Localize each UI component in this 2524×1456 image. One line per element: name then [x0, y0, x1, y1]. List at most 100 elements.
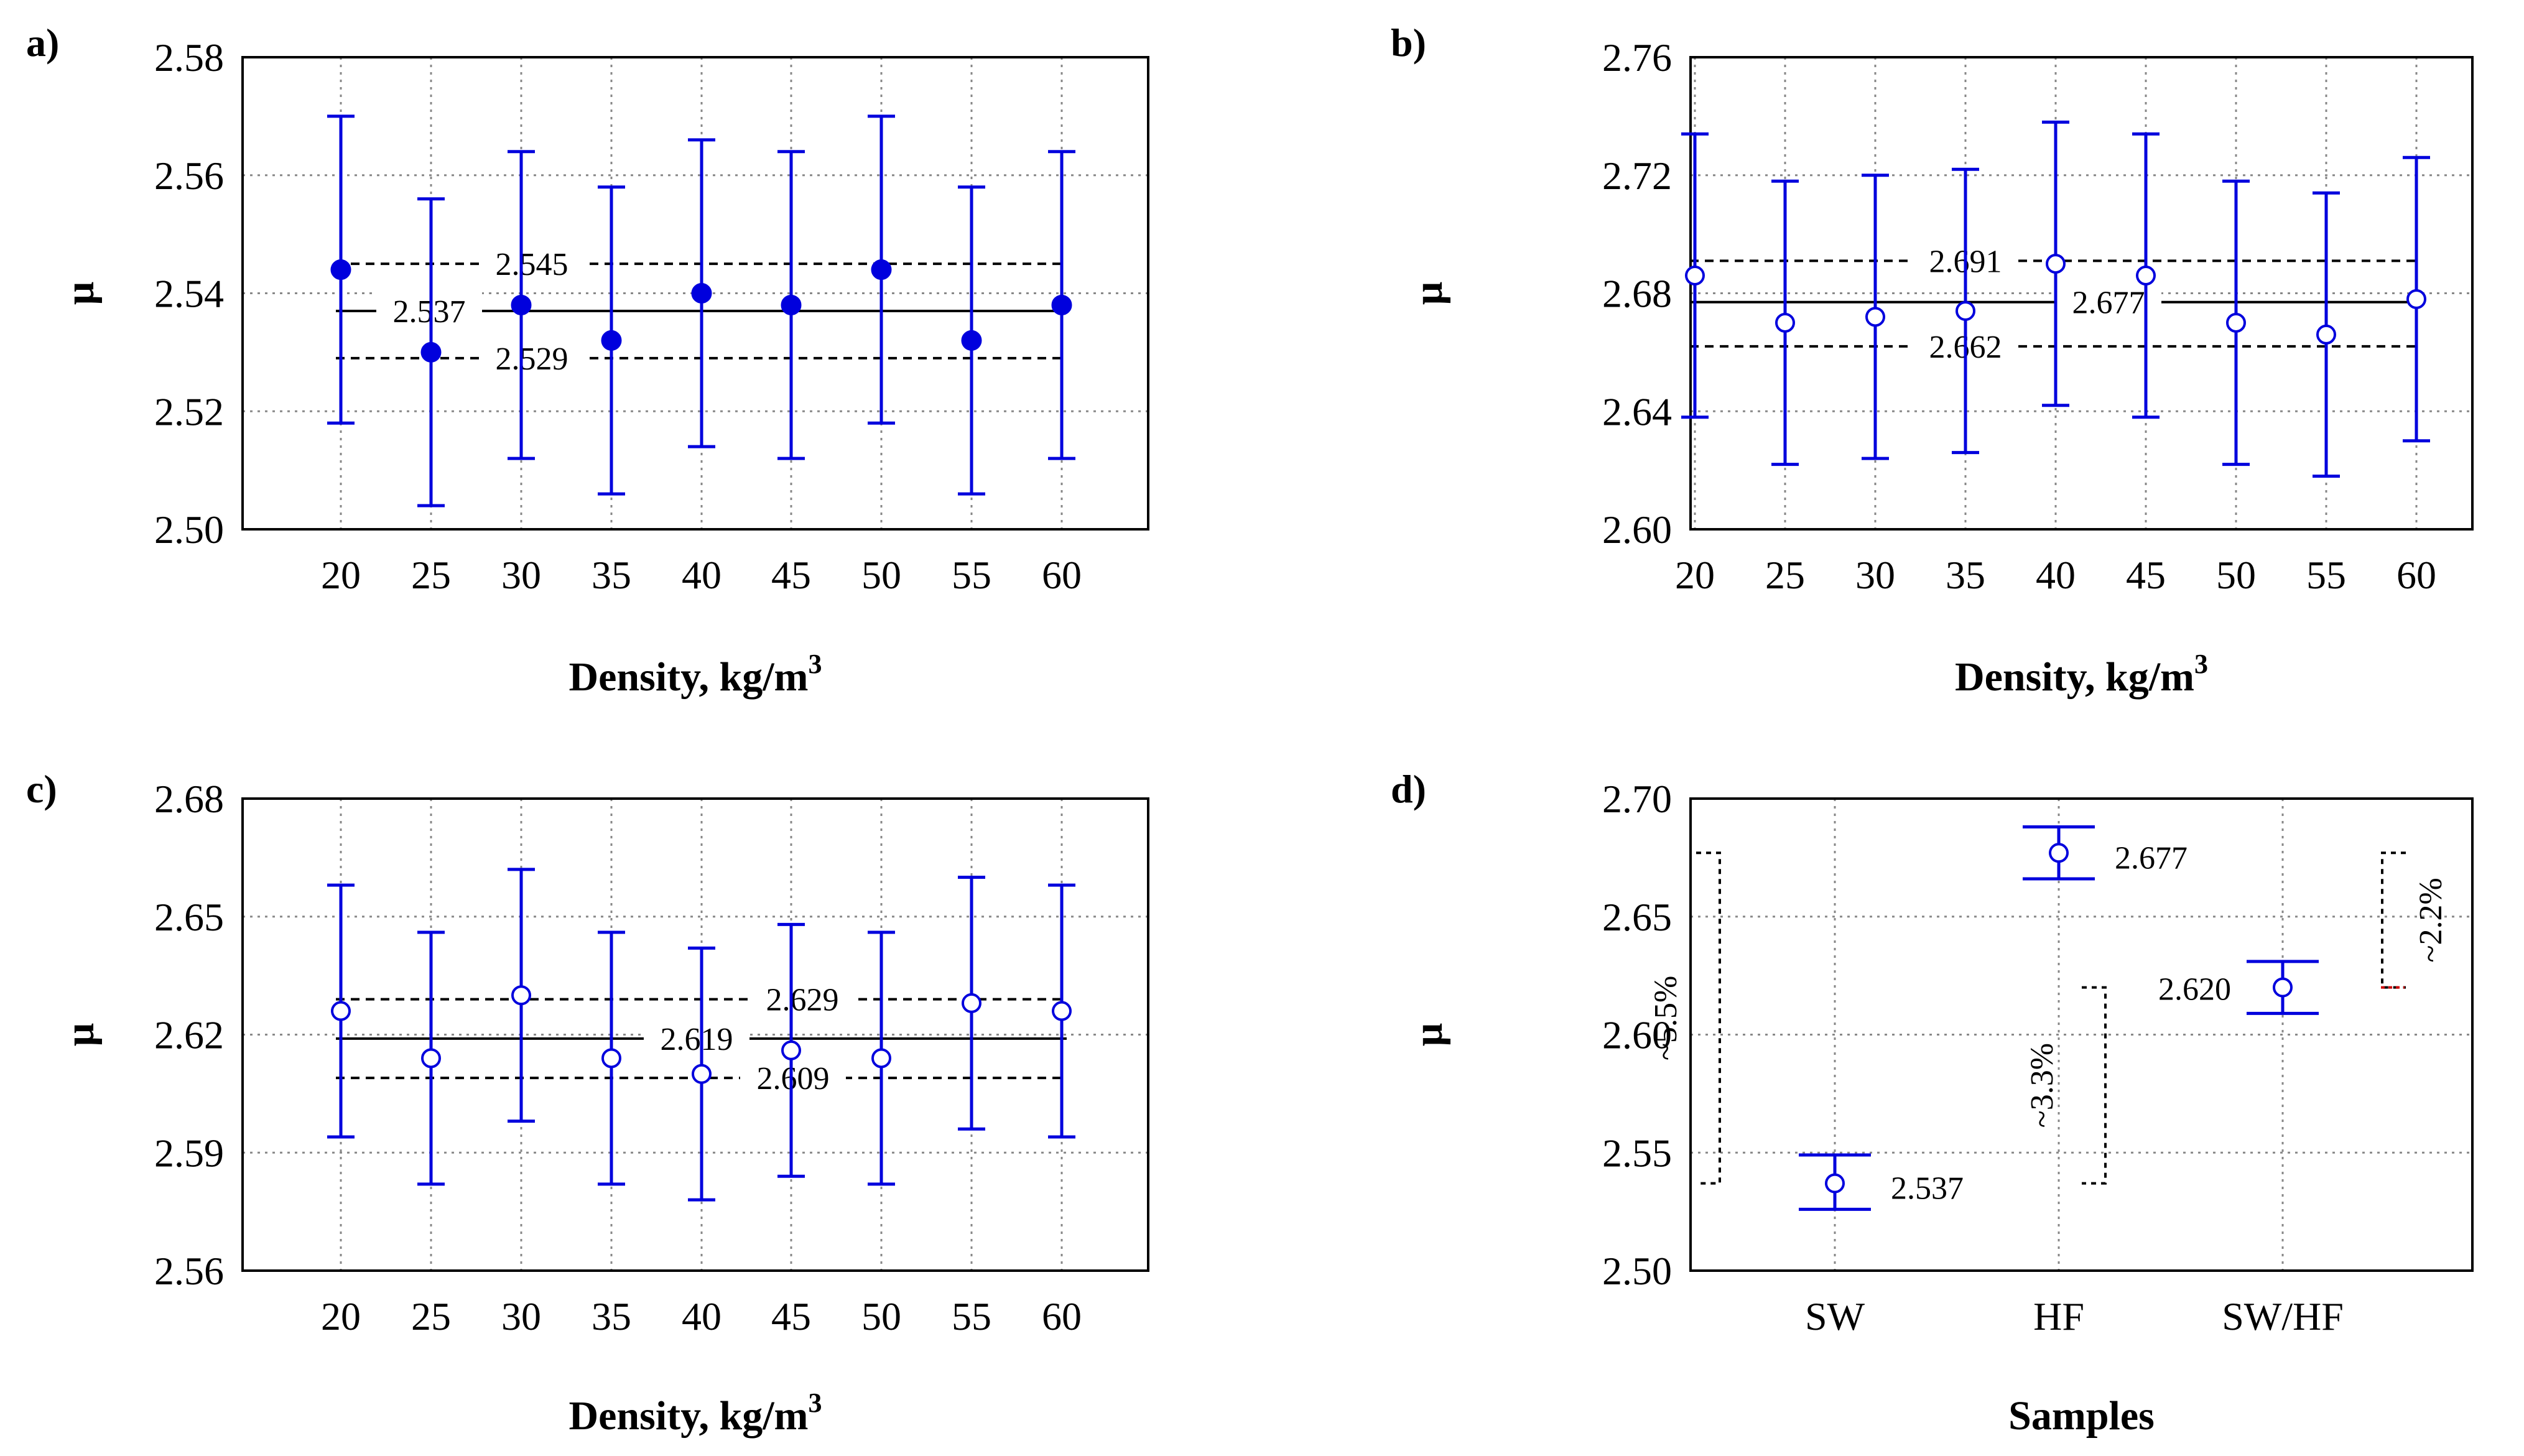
- data-point: [2226, 312, 2246, 333]
- y-tick-label: 2.76: [1602, 35, 1672, 80]
- y-axis-label: μ: [57, 1023, 103, 1046]
- x-axis-label-text: Samples: [2008, 1393, 2155, 1439]
- x-tick-label: 40: [682, 553, 721, 597]
- x-tick-label: 40: [682, 1294, 721, 1338]
- x-axis-label: Density, kg/m3: [568, 1388, 822, 1439]
- data-point: [511, 294, 532, 315]
- y-tick-label: 2.72: [1602, 154, 1672, 198]
- panel-b: 2.60 2.64 2.68 2.72 2.76 20 25 30 35 40 45 50 55 60 b)…: [1391, 21, 2474, 700]
- x-tick-label: 35: [592, 1294, 631, 1338]
- x-tick-label: 25: [411, 1294, 451, 1338]
- data-point-label: 2.620: [2158, 972, 2231, 1008]
- y-tick-label: 2.56: [154, 1249, 224, 1293]
- x-tick-label: HF: [2033, 1294, 2084, 1338]
- y-tick-label: 2.65: [1602, 895, 1672, 939]
- x-tick-label: 30: [1855, 553, 1895, 597]
- upper-line-label-bg: [749, 979, 855, 1019]
- mean-line-label: 2.619: [661, 1022, 733, 1057]
- y-tick-label: 2.68: [154, 777, 224, 821]
- data-point: [1775, 312, 1795, 333]
- x-axis-label-text: Density, kg/m: [568, 654, 808, 700]
- percent-bracket: [2082, 986, 2107, 1185]
- y-tick-label: 2.59: [154, 1131, 224, 1175]
- panel-a: 2.50 2.52 2.54 2.56 2.58 20 25 30 35 40 45 50 55 60 a)…: [26, 21, 1149, 700]
- x-tick-label: 40: [2036, 553, 2076, 597]
- x-tick-label: 55: [952, 1294, 991, 1338]
- panel-c: 2.56 2.59 2.62 2.65 2.68 20 25 30 35 40 45 50 55 60 c)…: [26, 767, 1149, 1439]
- y-axis-label: μ: [1406, 282, 1451, 305]
- x-tick-label: 20: [1675, 553, 1715, 597]
- data-point: [1956, 300, 1975, 321]
- x-axis-label-text: Density, kg/m: [1955, 654, 2194, 700]
- data-point: [781, 294, 802, 315]
- x-axis-label-text: Density, kg/m: [568, 1393, 808, 1439]
- x-tick-label: 45: [771, 553, 811, 597]
- y-tick-label: 2.58: [154, 35, 224, 80]
- data-point: [2136, 266, 2156, 286]
- data-point: [2316, 324, 2336, 345]
- panel-d: 2.50 2.55 2.60 2.65 2.70 SW HF SW/HF d) μ Samples 2…: [1391, 767, 2474, 1439]
- x-axis-label-superscript: 3: [809, 1388, 822, 1418]
- panel-letter: a): [26, 21, 59, 65]
- data-point-label: 2.537: [1891, 1171, 1964, 1207]
- panel-letter: b): [1391, 21, 1426, 65]
- mean-line-label: 2.537: [393, 294, 466, 330]
- data-point: [2049, 843, 2069, 863]
- x-tick-label: 60: [2396, 553, 2436, 597]
- percent-bracket: [2381, 851, 2406, 989]
- y-tick-label: 2.68: [1602, 272, 1672, 316]
- upper-line-label: 2.545: [496, 247, 568, 282]
- data-point: [1052, 1001, 1072, 1021]
- x-tick-label: 35: [592, 553, 631, 597]
- data-point: [2046, 254, 2066, 274]
- x-tick-label: 25: [1765, 553, 1805, 597]
- y-tick-label: 2.64: [1602, 389, 1672, 434]
- x-tick-label: 60: [1042, 1294, 1082, 1338]
- x-axis-label: Density, kg/m3: [568, 649, 822, 700]
- x-tick-label: 30: [501, 553, 541, 597]
- plot-frame: [241, 797, 1149, 1272]
- panel-letter: c): [26, 767, 57, 811]
- x-tick-label: 50: [2216, 553, 2256, 597]
- y-axis-label: μ: [57, 282, 103, 305]
- x-tick-label: 20: [321, 1294, 361, 1338]
- data-point: [692, 1064, 712, 1084]
- data-point: [962, 993, 981, 1013]
- x-tick-label: 55: [2306, 553, 2346, 597]
- y-tick-label: 2.52: [154, 389, 224, 434]
- data-point: [511, 985, 531, 1006]
- percent-label: ~3.3%: [2025, 1043, 2060, 1128]
- lower-line-label: 2.529: [496, 341, 568, 377]
- lower-line-label-bg: [479, 338, 585, 378]
- y-tick-label: 2.62: [154, 1013, 224, 1057]
- data-point: [871, 259, 892, 281]
- data-point: [330, 259, 351, 281]
- x-tick-label: 45: [2126, 553, 2166, 597]
- y-tick-label: 2.50: [1602, 1249, 1672, 1293]
- y-tick-label: 2.50: [154, 508, 224, 552]
- data-point: [871, 1048, 891, 1069]
- x-axis-label-superscript: 3: [809, 649, 822, 679]
- x-tick-label: 45: [771, 1294, 811, 1338]
- mean-line-label: 2.677: [2072, 285, 2145, 321]
- percent-label: ~5.5%: [1648, 976, 1684, 1060]
- mean-line-label-bg: [376, 290, 482, 331]
- mean-line-label-bg: [2056, 282, 2161, 322]
- percent-bracket: [1696, 851, 1721, 1185]
- x-axis-label: Samples: [2008, 1393, 2155, 1439]
- y-tick-label: 2.65: [154, 895, 224, 939]
- plot-frame: [1689, 797, 2474, 1272]
- data-point: [1865, 307, 1885, 327]
- lower-line-label-bg: [740, 1058, 846, 1098]
- data-point: [1051, 294, 1072, 315]
- lower-line-label: 2.609: [757, 1061, 830, 1097]
- y-tick-label: 2.60: [1602, 508, 1672, 552]
- plot-frame: [241, 56, 1149, 531]
- panel-letter: d): [1391, 767, 1426, 811]
- x-tick-label: SW: [1805, 1294, 1865, 1338]
- data-point: [691, 283, 712, 304]
- y-tick-label: 2.55: [1602, 1131, 1672, 1175]
- percent-label: ~2.2%: [2413, 878, 2449, 962]
- plot-frame: [1689, 56, 2474, 531]
